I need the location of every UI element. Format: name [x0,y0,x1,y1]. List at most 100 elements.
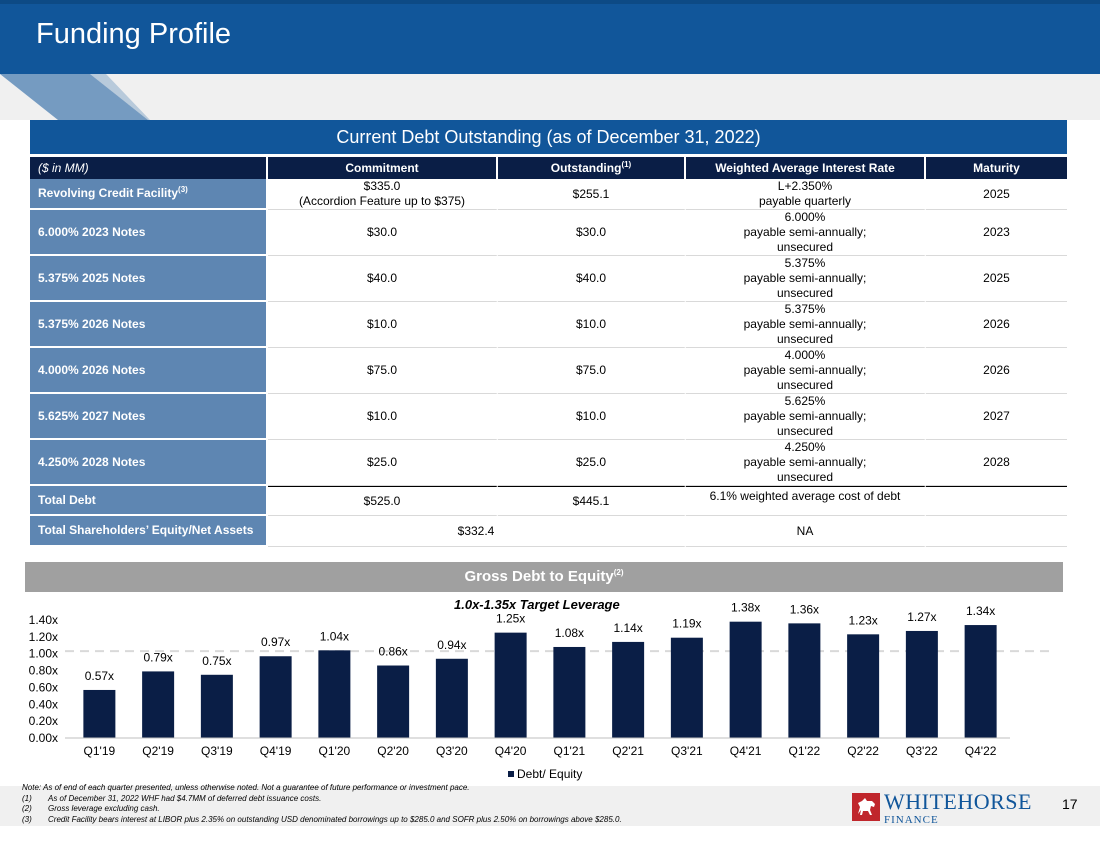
equity-row: Total Shareholders’ Equity/Net Assets $3… [30,516,1067,547]
chart-bar [377,665,410,738]
rate-cell: 5.375% payable semi-annually; unsecured [686,256,926,302]
commitment-cell: $10.0 [268,394,498,440]
rate-cell: 5.375% payable semi-annually; unsecured [686,302,926,348]
outstanding-cell: $75.0 [498,348,686,394]
outstanding-cell: $445.1 [498,486,686,516]
y-tick-label: 0.40x [29,697,58,711]
logo-wordmark: WHITEHORSE FINANCE [884,789,1032,827]
row-label: Total Shareholders’ Equity/Net Assets [30,516,268,547]
chart-bar [259,656,292,738]
maturity-cell: 2025 [926,179,1067,210]
bar-data-label: 1.14x [613,621,642,635]
footer-band [0,786,1100,826]
row-label: Total Debt [30,486,268,516]
rate-cell: L+2.350% payable quarterly [686,179,926,210]
chart-bar [435,658,468,738]
row-label: 5.375% 2025 Notes [30,256,268,302]
table-section-title: Current Debt Outstanding (as of December… [30,120,1067,154]
total-debt-row: Total Debt $525.0 $445.1 6.1% weighted a… [30,486,1067,516]
x-tick-label: Q3'21 [671,744,703,758]
chart-bar [83,689,116,738]
maturity-cell [926,486,1067,516]
rate-cell: 5.625% payable semi-annually; unsecured [686,394,926,440]
chart-bar [494,632,527,738]
equity-value-cell: $332.4 [268,516,686,547]
page-number: 17 [1062,796,1078,812]
maturity-cell: 2026 [926,302,1067,348]
table-row: 5.625% 2027 Notes $10.0 $10.0 5.625% paya… [30,394,1067,440]
rate-cell: 4.000% payable semi-annually; unsecured [686,348,926,394]
bar-data-label: 0.97x [261,635,290,649]
bar-data-label: 0.86x [378,645,407,659]
outstanding-cell: $10.0 [498,394,686,440]
table-row: Revolving Credit Facility(3) $335.0 (Acco… [30,179,1067,210]
chart-bar [200,674,233,738]
row-label: Revolving Credit Facility(3) [30,179,268,210]
chart-bar [729,621,762,738]
y-tick-label: 1.20x [29,630,58,644]
table-header-row: ($ in MM) Commitment Outstanding(1) Weig… [30,157,1067,179]
header-outstanding: Outstanding(1) [498,157,686,179]
footnote-number: (1) [22,793,32,803]
x-tick-label: Q2'22 [847,744,879,758]
bar-data-label: 1.25x [496,612,525,626]
header-band [0,74,1100,120]
rate-value: L+2.350% [777,179,833,193]
row-label: 5.375% 2026 Notes [30,302,268,348]
bar-data-label: 0.75x [202,654,231,668]
footnote-item: (2) Gross leverage excluding cash. [22,804,622,815]
header-maturity: Maturity [926,157,1067,179]
footnote-item: (3) Credit Facility bears interest at LIB… [22,815,622,826]
footnote-text: As of December 31, 2022 WHF had $4.7MM o… [48,793,322,803]
footnote-item: (1) As of December 31, 2022 WHF had $4.7M… [22,794,622,805]
x-tick-label: Q1'21 [554,744,586,758]
chart-bar [670,637,703,738]
rate-value: 5.625% [784,394,826,408]
legend-label: Debt/ Equity [517,767,583,781]
bar-data-label: 1.23x [848,613,877,627]
chart-bar [847,634,880,738]
rate-value: 5.375% [784,302,826,316]
bar-data-label: 0.79x [143,650,172,664]
chart-title-text: Gross Debt to Equity [464,568,614,585]
rate-cell: NA [686,516,926,547]
maturity-cell: 2023 [926,210,1067,256]
row-label: 4.000% 2026 Notes [30,348,268,394]
footnote-text: Gross leverage excluding cash. [48,804,160,813]
y-tick-label: 1.40x [29,613,58,627]
table-row: 4.250% 2028 Notes $25.0 $25.0 4.250% paya… [30,440,1067,486]
footnote-text: Credit Facility bears interest at LIBOR … [48,814,622,824]
bar-data-label: 0.57x [85,669,114,683]
commitment-cell: $40.0 [268,256,498,302]
bar-data-label: 1.36x [790,602,819,616]
footnotes: Note: As of end of each quarter presente… [22,783,622,825]
y-tick-label: 1.00x [29,647,58,661]
outstanding-cell: $30.0 [498,210,686,256]
chart-title-footnote: (2) [613,568,624,577]
chart-bar [905,630,938,738]
legend-swatch [508,771,514,777]
rate-security: unsecured [776,332,834,346]
bar-data-label: 1.08x [555,626,584,640]
commitment-cell: $335.0 (Accordion Feature up to $375) [268,179,498,210]
footnote-number: (3) [22,814,32,824]
slide-title: Funding Profile [36,18,232,50]
logo-line1: WHITEHORSE [884,789,1032,814]
chart-bar [318,650,351,738]
title-bar [0,0,1100,74]
x-tick-label: Q3'20 [436,744,468,758]
rate-security: unsecured [776,240,834,254]
company-logo: WHITEHORSE FINANCE [852,790,1032,826]
row-label: 6.000% 2023 Notes [30,210,268,256]
commitment-cell: $10.0 [268,302,498,348]
table-row: 5.375% 2025 Notes $40.0 $40.0 5.375% paya… [30,256,1067,302]
debt-to-equity-chart: 0.00x 0.20x 0.40x 0.60x 0.80x 1.00x 1.20x 1.40x… [29,601,1050,758]
chevron-decoration [0,74,150,120]
x-tick-label: Q2'21 [612,744,644,758]
outstanding-cell: $40.0 [498,256,686,302]
target-leverage-label: 1.0x-1.35x Target Leverage [454,597,620,612]
rate-terms: payable semi-annually; [743,455,867,469]
bar-data-label: 1.04x [320,629,349,643]
rate-security: unsecured [776,378,834,392]
outstanding-cell: $25.0 [498,440,686,486]
